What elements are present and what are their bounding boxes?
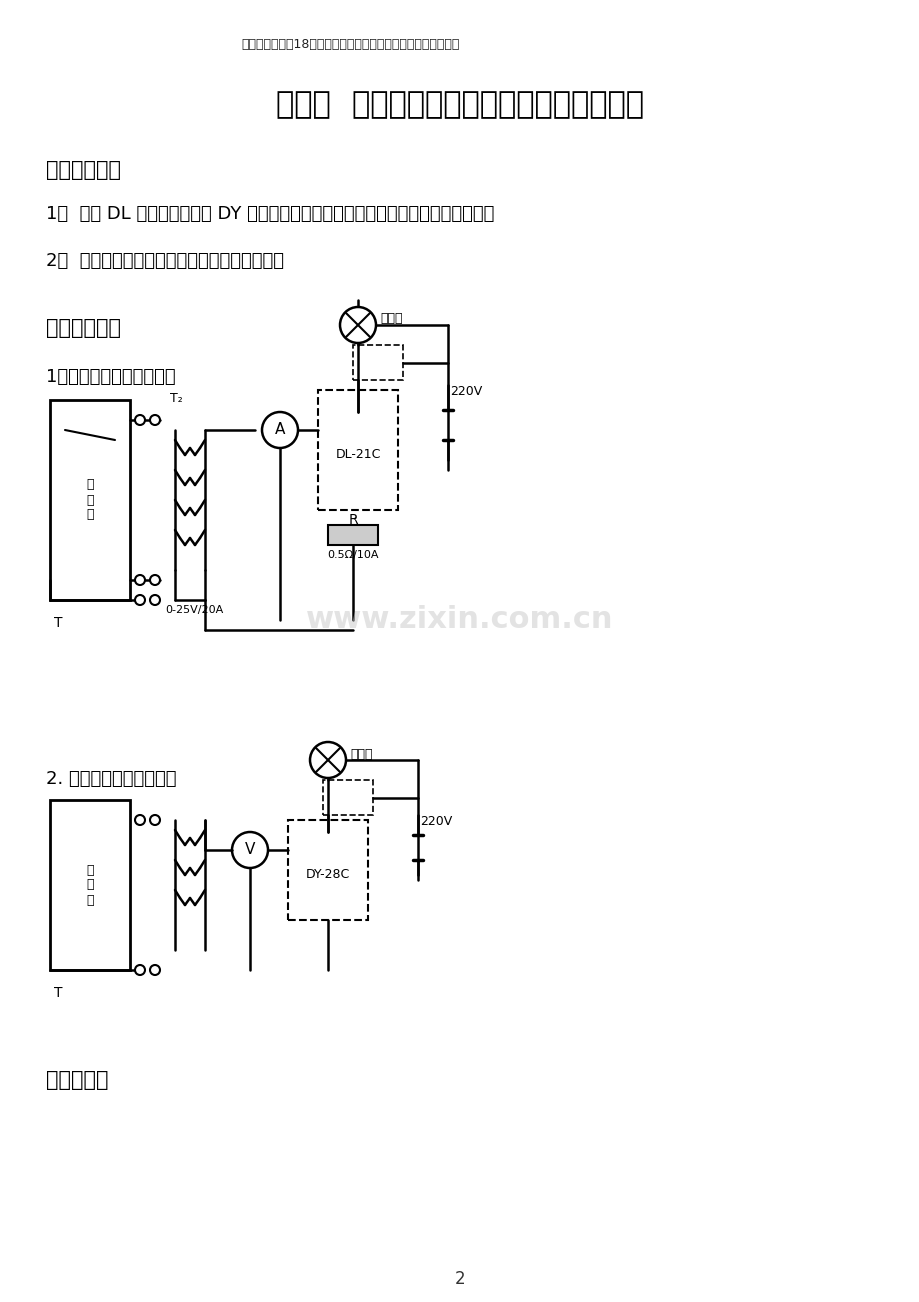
Circle shape (150, 575, 160, 585)
Text: T: T (54, 986, 62, 1000)
Text: 调
压
器: 调 压 器 (86, 479, 94, 522)
Text: 220V: 220V (449, 385, 482, 398)
Circle shape (135, 965, 145, 975)
Bar (50, 799, 130, 970)
Text: A: A (275, 423, 285, 437)
Bar (288, 820, 368, 921)
Text: 三、预习题: 三、预习题 (46, 1070, 108, 1090)
Bar (318, 391, 398, 510)
Text: 调
压
器: 调 压 器 (86, 863, 94, 906)
Circle shape (310, 742, 346, 779)
Text: 实验一  电磁型电流继电器和电压继电器实验: 实验一 电磁型电流继电器和电压继电器实验 (276, 90, 643, 118)
Bar (50, 400, 130, 600)
Text: 1。  熟悉 DL 型电流继电器和 DY 型电压继电器的的实际结构，工作原理、基本特性；: 1。 熟悉 DL 型电流继电器和 DY 型电压继电器的的实际结构，工作原理、基本… (46, 204, 494, 223)
Circle shape (135, 575, 145, 585)
Circle shape (150, 815, 160, 825)
Text: 1．过流继电器实验接线图: 1．过流继电器实验接线图 (46, 368, 176, 385)
Text: 光示牌: 光示牌 (349, 749, 372, 760)
Text: T: T (54, 616, 62, 630)
Text: 0-25V/20A: 0-25V/20A (165, 605, 223, 615)
Circle shape (135, 815, 145, 825)
Text: R: R (347, 513, 357, 527)
Text: 光示牌: 光示牌 (380, 312, 403, 326)
Text: www.zixin.com.cn: www.zixin.com.cn (306, 605, 613, 634)
Text: T₂: T₂ (170, 392, 183, 405)
Bar (353, 345, 403, 380)
Text: 一、实验目的: 一、实验目的 (46, 160, 121, 180)
Text: DL-21C: DL-21C (335, 448, 380, 461)
Circle shape (135, 595, 145, 605)
Text: 2。  学习动作电流、动作电压参数的整定方法。: 2。 学习动作电流、动作电压参数的整定方法。 (46, 253, 284, 270)
Text: V: V (244, 842, 255, 858)
Circle shape (135, 415, 145, 424)
Bar (323, 780, 372, 815)
Text: 2. 低压继电器实验接线图: 2. 低压继电器实验接线图 (46, 769, 176, 788)
Circle shape (262, 411, 298, 448)
Text: DY-28C: DY-28C (305, 868, 350, 881)
Bar (328, 525, 378, 546)
Text: 0.5Ω/10A: 0.5Ω/10A (327, 549, 379, 560)
Text: 2: 2 (454, 1269, 465, 1288)
Text: （完整版）大工18秋《电力系统继电保护实验》实验报告完整版: （完整版）大工18秋《电力系统继电保护实验》实验报告完整版 (242, 38, 460, 51)
Circle shape (150, 965, 160, 975)
Circle shape (150, 415, 160, 424)
Text: 220V: 220V (420, 815, 452, 828)
Circle shape (232, 832, 267, 868)
Text: 二、实验电路: 二、实验电路 (46, 318, 121, 339)
Circle shape (340, 307, 376, 342)
Circle shape (150, 595, 160, 605)
